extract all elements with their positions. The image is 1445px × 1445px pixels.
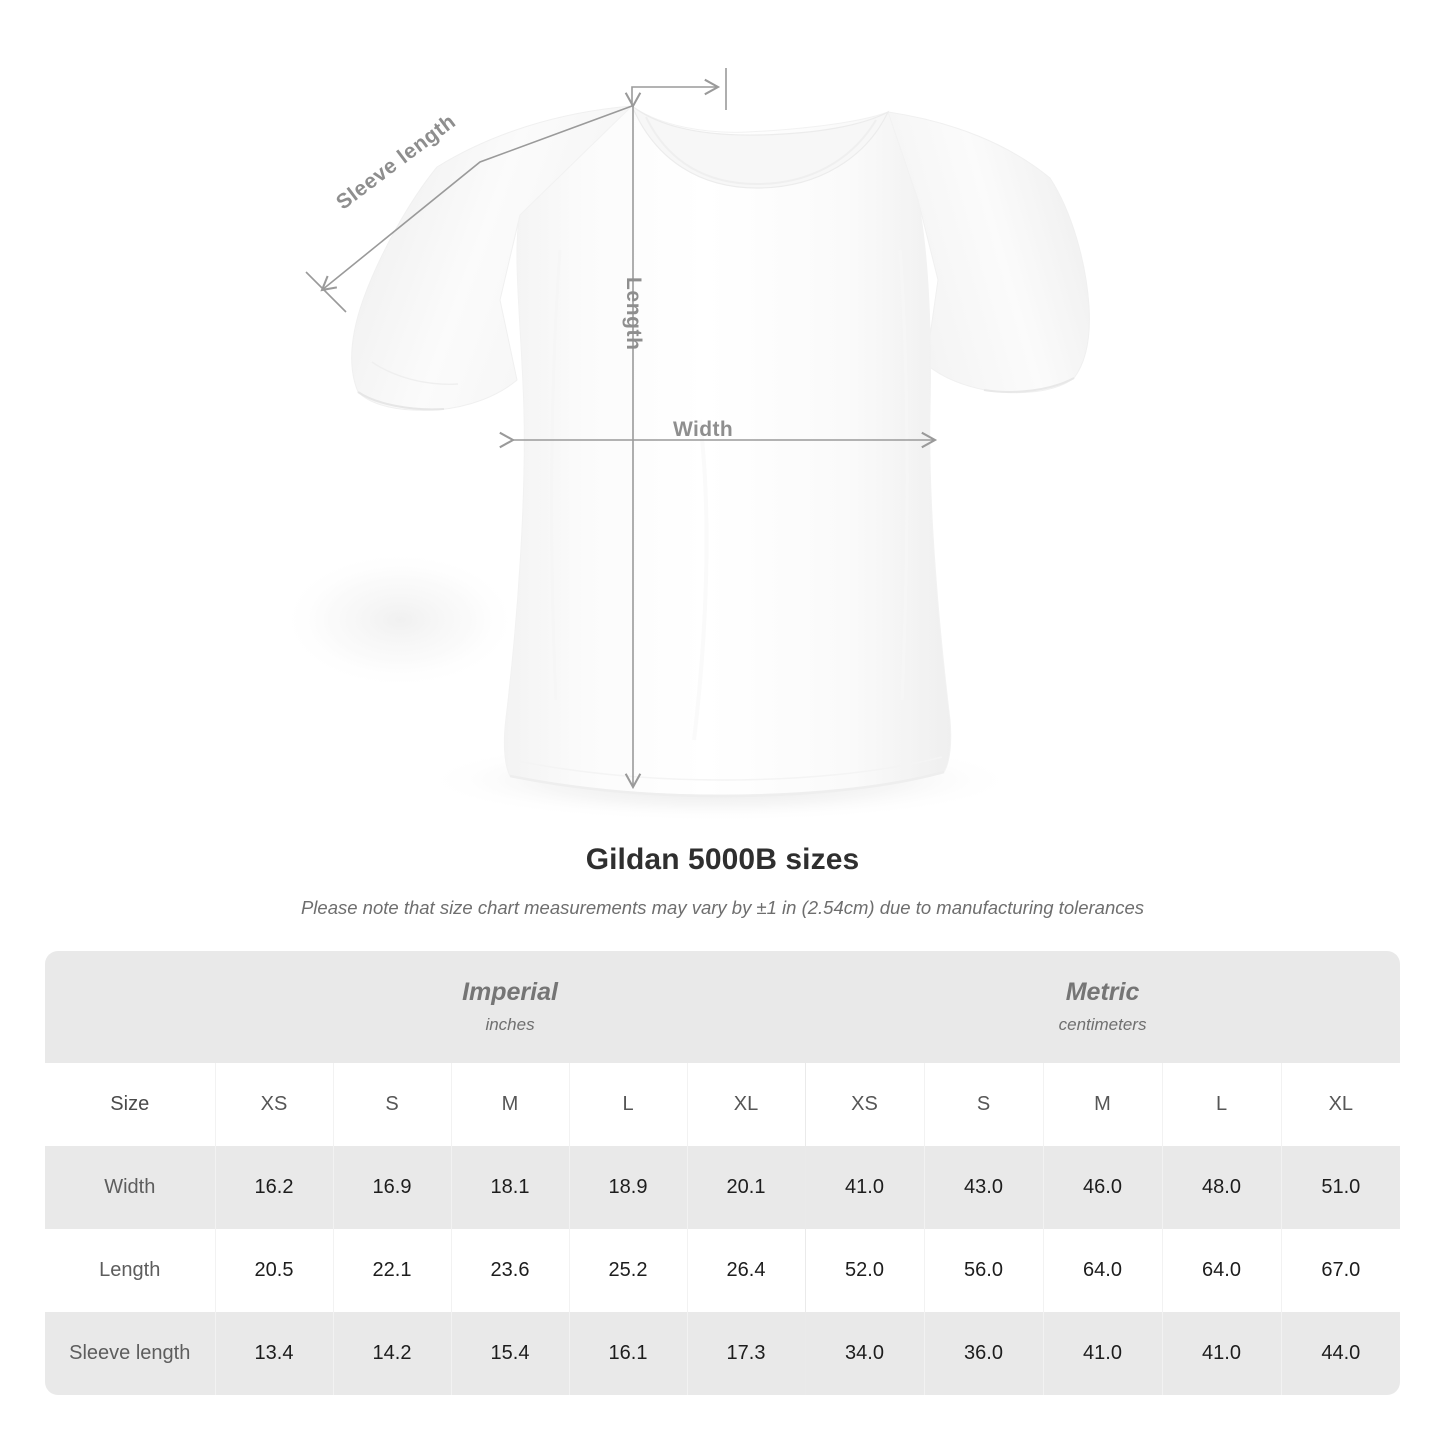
size-column-header: Size <box>45 1063 215 1146</box>
cell-sleeve-imperial-l: 16.1 <box>568 1312 687 1395</box>
unit-system-row: Imperial inches Metric centimeters <box>45 951 1401 1063</box>
table-row: Length 20.5 22.1 23.6 25.2 26.4 52.0 56.… <box>45 1229 1401 1312</box>
tshirt-illustration <box>280 68 1090 822</box>
size-chart-table: Imperial inches Metric centimeters Size … <box>45 951 1401 1395</box>
column-header-metric-xl: XL <box>1280 1063 1401 1146</box>
tshirt-body <box>351 104 1090 798</box>
unit-group-imperial: Imperial inches <box>215 951 806 1063</box>
measurement-annotations <box>305 68 938 790</box>
column-header-imperial-s: S <box>332 1063 451 1146</box>
cell-sleeve-metric-xs: 34.0 <box>804 1312 925 1395</box>
cell-sleeve-metric-xl: 44.0 <box>1280 1312 1401 1395</box>
size-header-row: Size XS S M L XL XS S M L XL <box>45 1063 1401 1146</box>
cell-length-imperial-l: 25.2 <box>568 1229 687 1312</box>
cell-sleeve-imperial-s: 14.2 <box>332 1312 451 1395</box>
column-header-imperial-l: L <box>568 1063 687 1146</box>
unit-system-name: Metric <box>1065 978 1140 1007</box>
cell-width-metric-s: 43.0 <box>923 1146 1044 1229</box>
cell-width-metric-xl: 51.0 <box>1280 1146 1401 1229</box>
width-label: Width <box>673 418 734 441</box>
row-label-width: Width <box>45 1146 215 1229</box>
chart-caption: Gildan 5000B sizes Please note that size… <box>0 843 1445 919</box>
unit-system-name: Imperial <box>462 978 558 1007</box>
column-header-metric-l: L <box>1161 1063 1282 1146</box>
unit-name: inches <box>485 1014 535 1034</box>
sleeve-end-tick <box>305 271 347 313</box>
cell-width-imperial-l: 18.9 <box>568 1146 687 1229</box>
page-title: Gildan 5000B sizes <box>585 843 860 876</box>
tolerance-note: Please note that size chart measurements… <box>300 897 1145 918</box>
cell-sleeve-metric-s: 36.0 <box>923 1312 1044 1395</box>
cell-sleeve-imperial-xs: 13.4 <box>214 1312 333 1395</box>
cell-length-imperial-xl: 26.4 <box>686 1229 806 1312</box>
cell-width-metric-l: 48.0 <box>1161 1146 1282 1229</box>
cell-length-metric-m: 64.0 <box>1042 1229 1163 1312</box>
cell-length-metric-l: 64.0 <box>1161 1229 1282 1312</box>
cell-length-imperial-s: 22.1 <box>332 1229 451 1312</box>
cell-width-imperial-s: 16.9 <box>332 1146 451 1229</box>
unit-group-metric: Metric centimeters <box>805 951 1401 1063</box>
column-header-imperial-xs: XS <box>214 1063 333 1146</box>
column-header-metric-xs: XS <box>804 1063 925 1146</box>
row-label-length: Length <box>45 1229 215 1312</box>
table-row: Sleeve length 13.4 14.2 15.4 16.1 17.3 3… <box>45 1312 1401 1395</box>
size-chart-diagram: Sleeve length Length Width <box>280 68 1090 822</box>
length-label: Length <box>622 277 645 351</box>
column-header-metric-m: M <box>1042 1063 1163 1146</box>
unit-band-spacer <box>45 951 215 1063</box>
column-header-imperial-m: M <box>450 1063 569 1146</box>
sleeve-length-arrow <box>320 105 633 292</box>
table-row: Width 16.2 16.9 18.1 18.9 20.1 41.0 43.0… <box>45 1146 1401 1229</box>
cell-sleeve-metric-l: 41.0 <box>1161 1312 1282 1395</box>
cell-sleeve-imperial-m: 15.4 <box>450 1312 569 1395</box>
cell-length-imperial-xs: 20.5 <box>214 1229 333 1312</box>
cell-length-imperial-m: 23.6 <box>450 1229 569 1312</box>
cell-sleeve-imperial-xl: 17.3 <box>686 1312 806 1395</box>
cell-length-metric-s: 56.0 <box>923 1229 1044 1312</box>
cell-width-metric-m: 46.0 <box>1042 1146 1163 1229</box>
unit-name: centimeters <box>1058 1014 1147 1034</box>
cell-length-metric-xl: 67.0 <box>1280 1229 1401 1312</box>
column-header-imperial-xl: XL <box>686 1063 806 1146</box>
cell-sleeve-metric-m: 41.0 <box>1042 1312 1163 1395</box>
cell-width-metric-xs: 41.0 <box>804 1146 925 1229</box>
column-header-metric-s: S <box>923 1063 1044 1146</box>
cell-width-imperial-xs: 16.2 <box>214 1146 333 1229</box>
cell-width-imperial-m: 18.1 <box>450 1146 569 1229</box>
row-label-sleeve-length: Sleeve length <box>45 1312 215 1395</box>
cell-length-metric-xs: 52.0 <box>804 1229 925 1312</box>
shoulder-leader <box>631 78 721 106</box>
cell-width-imperial-xl: 20.1 <box>686 1146 806 1229</box>
